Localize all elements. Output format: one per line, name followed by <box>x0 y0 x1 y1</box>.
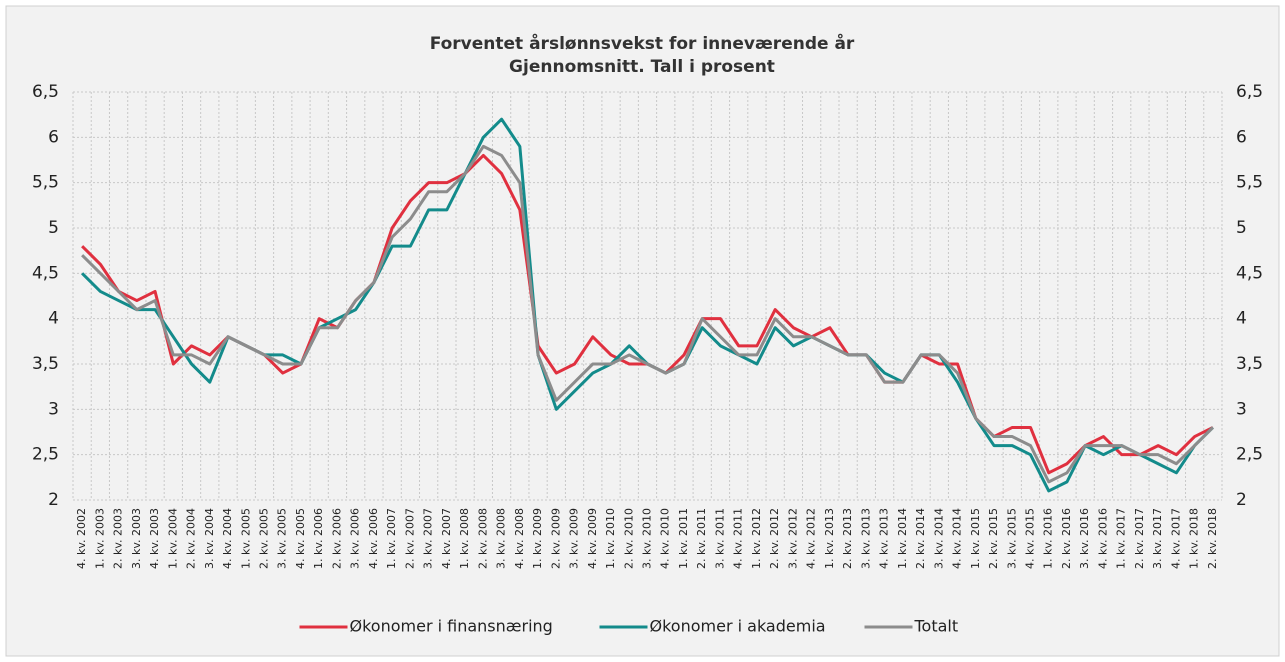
x-tick-label: 3. kv. 2004 <box>203 508 216 569</box>
x-tick-label: 2. kv. 2010 <box>622 508 635 569</box>
x-tick-label: 1. kv. 2018 <box>1188 508 1201 569</box>
x-tick-label: 4. kv. 2004 <box>221 508 234 569</box>
x-tick-label: 2. kv. 2007 <box>403 508 416 569</box>
series-line <box>81 144 1214 484</box>
x-tick-label: 4. kv. 2011 <box>732 508 745 569</box>
x-tick-label: 2. kv. 2016 <box>1060 508 1073 569</box>
x-tick-label: 1. kv. 2003 <box>93 508 106 569</box>
x-tick-label: 1. kv. 2006 <box>312 508 325 569</box>
x-tick-label: 4. kv. 2017 <box>1169 508 1182 569</box>
x-tick-label: 1. kv. 2008 <box>458 508 471 569</box>
x-tick-label: 3. kv. 2009 <box>568 508 581 569</box>
x-tick-label: 3. kv. 2005 <box>276 508 289 569</box>
chart-background <box>5 5 1280 657</box>
x-tick-label: 1. kv. 2007 <box>385 508 398 569</box>
y2-tick-label: 6,5 <box>1236 82 1263 102</box>
y-tick-label: 6,5 <box>32 82 59 102</box>
x-tick-label: 3. kv. 2008 <box>495 508 508 569</box>
x-tick-label: 3. kv. 2017 <box>1151 508 1164 569</box>
legend-label: Økonomer i finansnæring <box>350 617 553 636</box>
x-tick-label: 4. kv. 2006 <box>367 508 380 569</box>
x-tick-label: 1. kv. 2014 <box>896 508 909 569</box>
x-tick-label: 2. kv. 2013 <box>841 508 854 569</box>
y2-tick-label: 2 <box>1236 490 1247 510</box>
legend-label: Økonomer i akademia <box>650 617 826 636</box>
x-tick-label: 3. kv. 2007 <box>422 508 435 569</box>
y-tick-label: 5 <box>48 218 59 238</box>
y-tick-label: 2,5 <box>32 445 59 465</box>
x-tick-label: 2. kv. 2008 <box>476 508 489 569</box>
y2-tick-label: 4,5 <box>1236 263 1263 283</box>
x-tick-label: 2. kv. 2003 <box>112 508 125 569</box>
x-tick-label: 4. kv. 2002 <box>75 508 88 569</box>
x-tick-label: 3. kv. 2011 <box>713 508 726 569</box>
x-tick-label: 4. kv. 2013 <box>878 508 891 569</box>
x-tick-label: 1. kv. 2010 <box>604 508 617 569</box>
x-tick-label: 1. kv. 2017 <box>1115 508 1128 569</box>
y2-tick-label: 3,5 <box>1236 354 1263 374</box>
x-tick-label: 1. kv. 2004 <box>166 508 179 569</box>
y-tick-label: 5,5 <box>32 173 59 193</box>
x-tick-label: 1. kv. 2013 <box>823 508 836 569</box>
x-tick-label: 4. kv. 2005 <box>294 508 307 569</box>
y2-tick-label: 6 <box>1236 127 1247 147</box>
y2-tick-label: 4 <box>1236 309 1247 329</box>
x-tick-label: 3. kv. 2016 <box>1078 508 1091 569</box>
y-tick-label: 3 <box>48 399 59 419</box>
x-tick-label: 1. kv. 2009 <box>531 508 544 569</box>
x-tick-label: 3. kv. 2013 <box>859 508 872 569</box>
x-tick-label: 4. kv. 2003 <box>148 508 161 569</box>
x-tick-label: 4. kv. 2009 <box>586 508 599 569</box>
x-tick-label: 1. kv. 2016 <box>1042 508 1055 569</box>
x-tick-label: 2. kv. 2006 <box>330 508 343 569</box>
x-tick-label: 3. kv. 2003 <box>130 508 143 569</box>
legend-label: Totalt <box>914 617 959 636</box>
x-tick-label: 1. kv. 2012 <box>750 508 763 569</box>
x-tick-label: 1. kv. 2015 <box>969 508 982 569</box>
x-tick-label: 4. kv. 2010 <box>659 508 672 569</box>
x-tick-label: 2. kv. 2012 <box>768 508 781 569</box>
x-tick-label: 3. kv. 2014 <box>932 508 945 569</box>
y2-tick-label: 5,5 <box>1236 173 1263 193</box>
x-tick-label: 4. kv. 2015 <box>1024 508 1037 569</box>
x-tick-label: 2. kv. 2005 <box>258 508 271 569</box>
chart-subtitle: Gjennomsnitt. Tall i prosent <box>509 57 775 77</box>
x-tick-label: 2. kv. 2011 <box>695 508 708 569</box>
x-tick-label: 3. kv. 2015 <box>1005 508 1018 569</box>
y-tick-label: 6 <box>48 127 59 147</box>
y-tick-label: 3,5 <box>32 354 59 374</box>
x-tick-label: 2. kv. 2009 <box>549 508 562 569</box>
chart-title: Forventet årslønnsvekst for inneværende … <box>430 32 855 54</box>
y-tick-label: 2 <box>48 490 59 510</box>
y2-tick-label: 5 <box>1236 218 1247 238</box>
x-tick-label: 4. kv. 2008 <box>513 508 526 569</box>
y2-tick-label: 3 <box>1236 399 1247 419</box>
y-tick-label: 4 <box>48 309 59 329</box>
x-tick-label: 3. kv. 2006 <box>349 508 362 569</box>
x-tick-label: 2. kv. 2014 <box>914 508 927 569</box>
x-tick-label: 4. kv. 2007 <box>440 508 453 569</box>
x-tick-label: 3. kv. 2010 <box>641 508 654 569</box>
y-tick-label: 4,5 <box>32 263 59 283</box>
x-tick-label: 2. kv. 2004 <box>185 508 198 569</box>
x-tick-label: 4. kv. 2012 <box>805 508 818 569</box>
x-tick-label: 2. kv. 2017 <box>1133 508 1146 569</box>
y2-tick-label: 2,5 <box>1236 445 1263 465</box>
x-tick-label: 4. kv. 2016 <box>1096 508 1109 569</box>
x-tick-label: 2. kv. 2015 <box>987 508 1000 569</box>
x-tick-label: 3. kv. 2012 <box>786 508 799 569</box>
x-tick-label: 1. kv. 2011 <box>677 508 690 569</box>
x-tick-label: 4. kv. 2014 <box>951 508 964 569</box>
x-tick-label: 2. kv. 2018 <box>1206 508 1219 569</box>
x-tick-label: 1. kv. 2005 <box>239 508 252 569</box>
